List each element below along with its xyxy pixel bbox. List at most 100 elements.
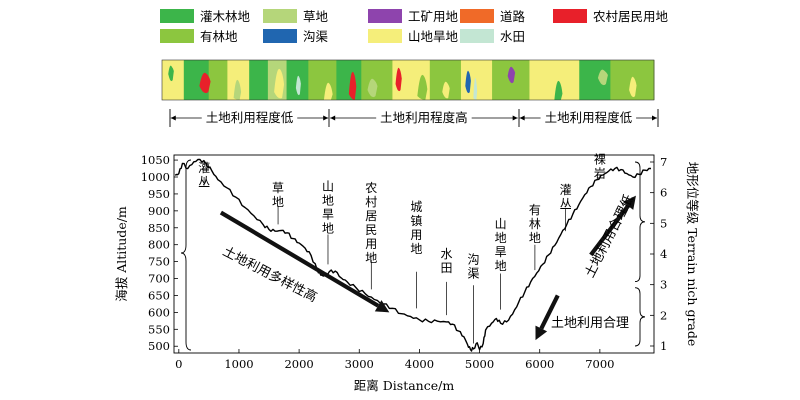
curve-label-char: 山	[495, 217, 507, 231]
grade-tick-label-6: 7	[660, 155, 667, 169]
intensity-band-label-2: 土地利用程度低	[545, 110, 633, 125]
y-tick-label-11: 1050	[141, 153, 170, 167]
curve-label-char: 地	[322, 194, 334, 208]
strip-segment-7	[308, 60, 337, 100]
legend-label-5: 有林地	[200, 29, 238, 44]
elevation-curve	[174, 158, 652, 352]
legend-swatch-5	[160, 29, 194, 43]
strip-segment-2	[208, 60, 228, 100]
intensity-band-label-1: 土地利用程度高	[380, 110, 468, 125]
left-brace	[180, 159, 192, 351]
intensity-band-head-right-0	[323, 115, 329, 121]
x-axis-label: 距离 Distance/m	[354, 378, 455, 393]
trend-arrow-head-1	[622, 195, 636, 210]
curve-label-6: 沟渠	[468, 252, 480, 280]
curve-label-char: 镇	[410, 214, 422, 228]
strip-patch-6	[348, 71, 357, 100]
intensity-band-head-right-2	[652, 115, 657, 121]
legend-swatch-3	[460, 9, 494, 23]
grade-tick-label-1: 2	[660, 308, 667, 322]
intensity-band-head-right-1	[512, 115, 518, 121]
legend-label-1: 草地	[303, 9, 329, 24]
legend-label-4: 农村居民用地	[593, 9, 669, 24]
right-brace-upper	[634, 161, 646, 283]
land-use-strip	[161, 59, 655, 101]
grade-tick-label-5: 6	[660, 186, 667, 200]
legend-swatch-0	[160, 9, 194, 23]
legend-label-6: 沟渠	[303, 29, 329, 44]
grade-tick-label-0: 1	[660, 339, 667, 353]
strip-patch-17	[629, 76, 637, 98]
legend-label-8: 水田	[500, 29, 525, 44]
curve-label-char: 地	[495, 259, 507, 273]
curve-label-char: 旱	[322, 208, 334, 222]
curve-label-char: 村	[365, 195, 377, 209]
legend-label-3: 道路	[500, 9, 526, 24]
grade-tick-label-4: 5	[660, 216, 667, 230]
strip-segment-3	[227, 60, 250, 100]
legend-label-2: 工矿用地	[408, 9, 459, 24]
strip-patch-10	[442, 81, 450, 99]
curve-label-char: 旱	[495, 245, 507, 259]
trend-arrow-shaft-2	[539, 294, 560, 330]
trend-arrow-head-2	[535, 325, 548, 341]
trend-arrow-shaft-1	[589, 204, 630, 257]
intensity-band-label-0: 土地利用程度低	[206, 110, 294, 125]
y-tick-label-3: 650	[148, 288, 170, 302]
y-tick-label-8: 900	[148, 204, 170, 218]
curve-label-char: 地	[365, 251, 377, 265]
curve-label-2: 山地旱地	[322, 180, 334, 236]
right-brace-lower	[634, 287, 646, 347]
curve-label-char: 田	[440, 261, 452, 275]
curve-label-char: 用	[410, 228, 422, 242]
y-tick-label-10: 1000	[141, 170, 170, 184]
curve-label-char: 地	[322, 222, 334, 236]
trend-arrow-shaft-0	[219, 210, 380, 308]
strip-segment-0	[162, 60, 185, 100]
strip-patch-11	[465, 70, 471, 94]
curve-label-char: 丛	[198, 175, 210, 189]
legend-swatch-7	[368, 29, 402, 43]
strip-patch-14	[529, 73, 539, 96]
x-tick-label-0: 0	[175, 357, 182, 371]
strip-patch-7	[367, 78, 378, 98]
strip-patch-2	[233, 79, 242, 100]
strip-patch-1	[199, 72, 211, 94]
curve-label-char: 草	[272, 181, 284, 195]
legend-swatch-4	[553, 9, 587, 23]
curve-label-4: 城镇用地	[410, 200, 422, 256]
trend-arrow-label-2: 土地利用合理	[551, 316, 629, 331]
curve-label-char: 山	[322, 180, 334, 194]
curve-label-char: 民	[365, 223, 377, 237]
y-tick-label-7: 850	[148, 221, 170, 235]
y-tick-label-5: 750	[148, 255, 170, 269]
grade-tick-label-2: 3	[660, 278, 667, 292]
y-axis-label: 海拔 Altitude/m	[114, 206, 129, 302]
trend-arrow-label-1: 土地利用合理低	[583, 192, 638, 280]
curve-label-1: 草地	[272, 181, 284, 209]
curve-label-char: 岩	[594, 165, 606, 180]
curve-label-char: 地	[529, 231, 541, 245]
y-tick-label-0: 500	[148, 339, 170, 353]
legend-label-7: 山地旱地	[408, 29, 459, 44]
curve-label-char: 水	[440, 247, 452, 261]
strip-patch-15	[554, 80, 563, 100]
strip-patch-3	[274, 68, 285, 99]
elevation-profile: 500 550 600 650 700 750 800 850 900 950 1000 1050 0 1…	[114, 151, 700, 393]
grade-tick-label-3: 4	[660, 247, 667, 261]
x-tick-label-6: 6000	[525, 357, 554, 371]
y2-axis-label: 地形位等级 Terrain nich grade	[685, 162, 700, 347]
y-tick-label-6: 800	[148, 238, 170, 252]
intensity-bands: 土地利用程度低 土地利用程度高 土地利用程度低	[169, 109, 659, 127]
intensity-band-head-left-1	[330, 115, 336, 121]
strip-segment-9	[361, 60, 393, 100]
curve-label-char: 居	[365, 209, 377, 223]
strip-patch-9	[417, 74, 428, 100]
curve-label-3: 农村居民用地	[365, 181, 377, 265]
curve-label-7: 山地旱地	[495, 217, 507, 273]
legend-swatch-6	[263, 29, 297, 43]
y-tick-label-1: 550	[148, 322, 170, 336]
curve-label-5: 水田	[440, 247, 452, 275]
